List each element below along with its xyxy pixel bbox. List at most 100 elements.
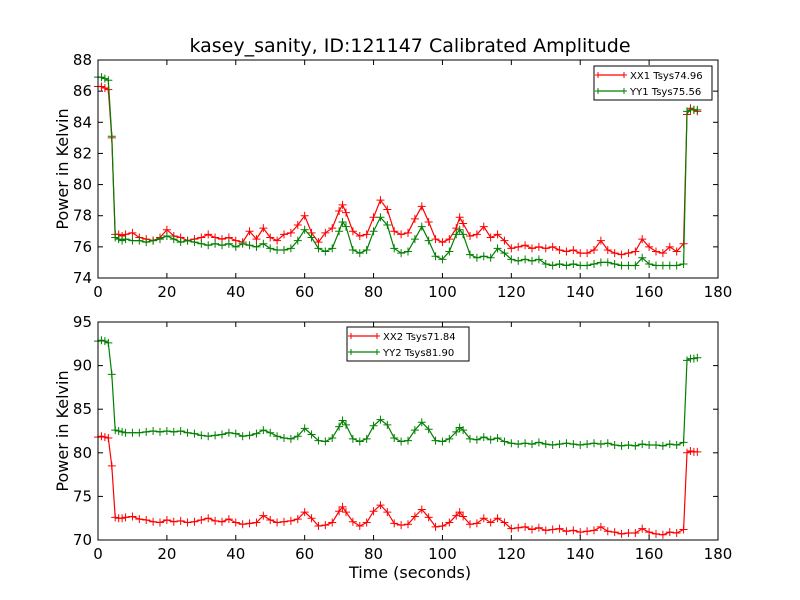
data-point-top-2 — [493, 244, 502, 253]
data-point-top-1 — [493, 230, 502, 239]
data-point-bottom-1 — [259, 511, 268, 520]
data-point-bottom-1 — [300, 508, 309, 517]
data-point-bottom-2 — [507, 439, 516, 448]
data-point-top-2 — [507, 255, 516, 264]
data-point-bottom-2 — [617, 441, 626, 450]
data-point-bottom-2 — [104, 338, 113, 347]
data-point-top-1 — [645, 242, 654, 251]
data-point-bottom-2 — [169, 427, 178, 436]
axes-frame-bottom — [97, 321, 719, 541]
data-point-top-2 — [197, 239, 206, 248]
data-point-bottom-2 — [307, 430, 316, 439]
data-point-top-2 — [338, 217, 347, 226]
x-tick-label-top: 80 — [364, 283, 383, 301]
data-point-top-1 — [610, 249, 619, 258]
data-point-bottom-1 — [486, 518, 495, 527]
data-point-top-2 — [162, 231, 171, 240]
data-point-bottom-2 — [149, 427, 158, 435]
data-point-top-2 — [548, 261, 557, 270]
x-tick-label-bottom: 100 — [428, 545, 457, 563]
data-point-top-1 — [638, 235, 647, 244]
data-point-bottom-2 — [176, 427, 185, 435]
data-point-bottom-1 — [638, 524, 647, 533]
data-point-bottom-1 — [135, 515, 144, 524]
y-tick-label-top: 78 — [73, 207, 92, 225]
data-point-bottom-1 — [431, 522, 440, 531]
data-point-bottom-1 — [355, 522, 364, 531]
x-tick-label-bottom: 160 — [635, 545, 664, 563]
y-tick-label-top: 88 — [73, 51, 92, 69]
data-point-top-2 — [252, 242, 261, 251]
data-point-bottom-2 — [493, 433, 502, 442]
x-tick-label-top: 120 — [497, 283, 526, 301]
data-point-bottom-1 — [128, 512, 137, 521]
data-point-bottom-1 — [104, 433, 113, 442]
plot-area-bottom — [94, 336, 702, 539]
data-point-top-2 — [97, 73, 106, 82]
data-point-top-1 — [321, 228, 330, 237]
data-point-top-2 — [521, 255, 530, 264]
data-point-top-1 — [362, 230, 371, 239]
data-point-top-2 — [176, 238, 185, 247]
data-point-bottom-2 — [156, 427, 164, 436]
data-point-top-1 — [500, 236, 509, 245]
data-point-top-2 — [273, 245, 282, 254]
y-tick-label-bottom: 75 — [73, 487, 92, 505]
data-point-bottom-2 — [197, 431, 206, 440]
data-point-bottom-2 — [338, 416, 347, 425]
data-point-top-1 — [459, 219, 468, 228]
data-point-top-2 — [562, 261, 571, 270]
data-point-top-2 — [224, 239, 233, 248]
data-point-bottom-2 — [645, 440, 654, 449]
data-point-bottom-1 — [204, 514, 213, 523]
data-point-bottom-1 — [362, 518, 371, 527]
data-point-top-2 — [300, 225, 309, 234]
data-point-bottom-1 — [479, 514, 488, 523]
data-point-bottom-2 — [218, 430, 226, 439]
data-point-bottom-2 — [445, 434, 454, 443]
data-point-top-2 — [683, 107, 691, 116]
y-tick-label-top: 84 — [73, 113, 92, 131]
data-point-bottom-1 — [397, 521, 406, 530]
data-point-bottom-1 — [438, 522, 447, 531]
data-point-top-1 — [479, 222, 488, 231]
data-point-bottom-2 — [190, 429, 199, 438]
data-point-bottom-2 — [111, 426, 120, 435]
data-point-bottom-1 — [466, 520, 474, 529]
data-point-bottom-2 — [500, 437, 509, 446]
data-point-top-1 — [390, 227, 399, 236]
data-point-top-2 — [479, 252, 488, 261]
data-point-bottom-2 — [245, 431, 254, 440]
data-point-bottom-1 — [286, 516, 295, 525]
data-point-top-1 — [397, 230, 406, 239]
data-point-bottom-1 — [645, 528, 654, 537]
data-point-bottom-1 — [679, 525, 688, 534]
y-tick-label-top: 80 — [73, 176, 92, 194]
data-point-bottom-1 — [224, 515, 233, 524]
data-point-bottom-2 — [369, 421, 378, 430]
data-point-bottom-2 — [683, 356, 691, 365]
data-point-bottom-2 — [693, 353, 702, 362]
data-point-bottom-1 — [97, 432, 106, 441]
data-point-bottom-2 — [689, 354, 698, 363]
data-point-bottom-2 — [583, 440, 592, 449]
data-point-top-2 — [459, 230, 468, 239]
data-point-top-1 — [286, 228, 295, 237]
data-point-top-2 — [590, 259, 598, 268]
data-point-bottom-2 — [638, 440, 647, 449]
data-point-top-1 — [410, 214, 419, 223]
data-point-top-1 — [541, 244, 550, 253]
data-point-top-1 — [245, 227, 254, 236]
legend-label-bottom-2: YY2 Tsys81.90 — [382, 348, 454, 359]
data-point-top-2 — [149, 236, 158, 245]
data-point-bottom-2 — [404, 436, 412, 445]
data-point-bottom-1 — [266, 515, 275, 524]
data-point-top-1 — [472, 230, 481, 239]
data-point-top-1 — [97, 82, 106, 91]
data-point-top-2 — [135, 236, 144, 245]
data-point-top-1 — [652, 247, 660, 256]
data-point-bottom-2 — [555, 440, 564, 449]
y-tick-label-bottom: 70 — [73, 531, 92, 549]
data-point-top-2 — [142, 238, 151, 247]
data-point-top-2 — [218, 241, 226, 250]
